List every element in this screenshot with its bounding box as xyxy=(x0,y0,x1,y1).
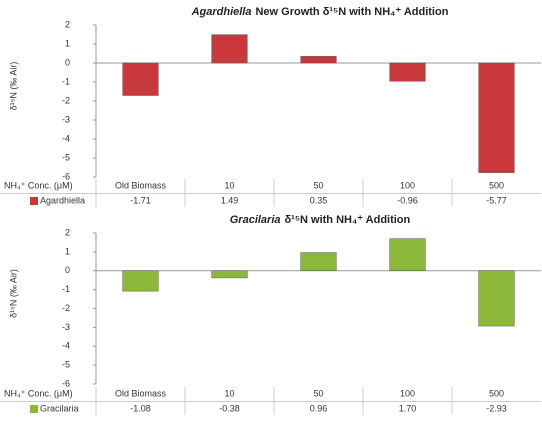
legend-swatch xyxy=(30,197,38,205)
legend-label: Gracilaria xyxy=(40,403,79,413)
value-label: -5.77 xyxy=(486,195,507,205)
value-label: 0.96 xyxy=(310,403,328,413)
chart-title: Gracilaria δ¹⁵N with NH₄⁺ Addition xyxy=(230,214,411,226)
category-label: 10 xyxy=(224,180,234,190)
title-species: Gracilaria xyxy=(230,214,281,226)
category-label: Old Biomass xyxy=(115,180,167,190)
bar xyxy=(300,56,337,64)
category-label: 50 xyxy=(313,388,323,398)
bar xyxy=(300,252,337,272)
category-label: 500 xyxy=(489,180,504,190)
y-tick-label: -2 xyxy=(62,95,70,105)
value-label: 0.35 xyxy=(310,195,328,205)
chart-title: Agardhiella New Growth δ¹⁵N with NH₄⁺ Add… xyxy=(191,6,449,18)
y-tick-label: -3 xyxy=(62,322,70,332)
y-tick-label: -4 xyxy=(62,133,70,143)
y-tick-label: -6 xyxy=(62,171,70,181)
table-header: NH₄⁺ Conc. (μM) xyxy=(4,180,73,190)
category-label: 50 xyxy=(313,180,323,190)
bar xyxy=(389,62,426,82)
value-label: -1.08 xyxy=(130,403,151,413)
value-label: -2.93 xyxy=(486,403,507,413)
category-label: 500 xyxy=(489,388,504,398)
table-header: NH₄⁺ Conc. (μM) xyxy=(4,388,73,398)
y-tick-label: 0 xyxy=(65,265,70,275)
y-tick-label: 0 xyxy=(65,57,70,67)
bar xyxy=(211,34,248,64)
bar xyxy=(211,270,248,279)
bar xyxy=(478,270,515,327)
title-text: δ¹⁵N with NH₄⁺ Addition xyxy=(285,214,411,226)
y-tick-label: 2 xyxy=(65,19,70,29)
value-label: 1.49 xyxy=(221,195,239,205)
y-tick-label: 1 xyxy=(65,38,70,48)
category-label: Old Biomass xyxy=(115,388,167,398)
bar xyxy=(478,62,515,173)
legend-swatch xyxy=(30,405,38,413)
y-tick-label: -1 xyxy=(62,284,70,294)
bar xyxy=(122,62,159,96)
category-label: 100 xyxy=(400,180,415,190)
y-axis-label: δ¹⁵N (‰ Air) xyxy=(8,269,18,318)
y-tick-label: 2 xyxy=(65,227,70,237)
bar xyxy=(389,238,426,272)
value-label: -1.71 xyxy=(130,195,151,205)
y-axis-label: δ¹⁵N (‰ Air) xyxy=(8,62,18,111)
value-label: -0.38 xyxy=(219,403,240,413)
legend-label: Agardhiella xyxy=(40,195,85,205)
y-tick-label: -5 xyxy=(62,360,70,370)
title-species: Agardhiella xyxy=(191,6,252,18)
y-tick-label: -1 xyxy=(62,76,70,86)
category-label: 10 xyxy=(224,388,234,398)
bar xyxy=(122,270,159,292)
y-tick-label: -3 xyxy=(62,114,70,124)
y-tick-label: 1 xyxy=(65,246,70,256)
y-tick-label: -2 xyxy=(62,303,70,313)
category-label: 100 xyxy=(400,388,415,398)
value-label: 1.70 xyxy=(399,403,417,413)
y-tick-label: -4 xyxy=(62,341,70,351)
y-tick-label: -6 xyxy=(62,378,70,388)
value-label: -0.96 xyxy=(397,195,418,205)
y-tick-label: -5 xyxy=(62,152,70,162)
title-text: New Growth δ¹⁵N with NH₄⁺ Addition xyxy=(255,6,448,18)
